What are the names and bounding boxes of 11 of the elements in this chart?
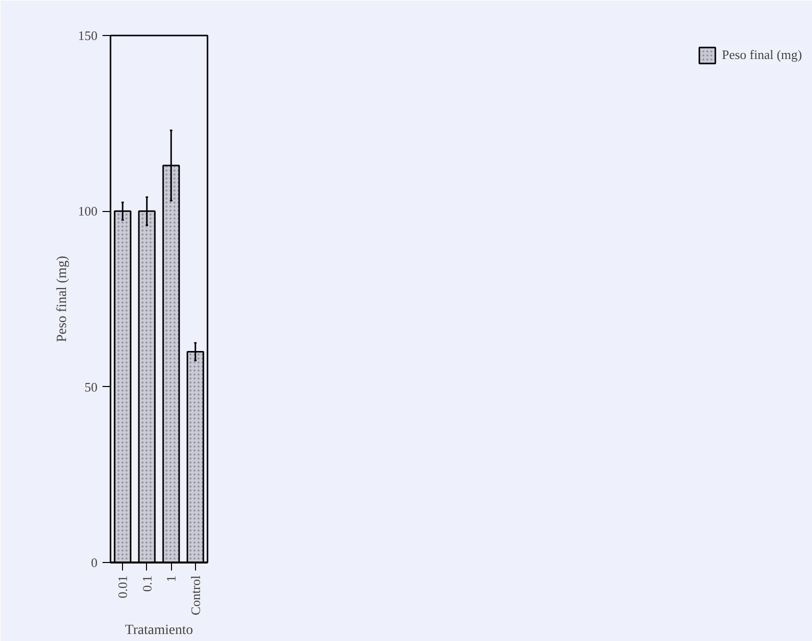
x-tick-label: Control (188, 575, 203, 616)
legend-label: Peso final (mg) (722, 47, 802, 63)
y-tick-label: 150 (78, 28, 98, 43)
y-axis-title: Peso final (mg) (55, 256, 70, 342)
y-tick-label: 50 (84, 379, 98, 394)
y-tick-label: 0 (91, 555, 98, 570)
x-axis-title: Tratamiento (125, 623, 193, 638)
x-tick-label: 0.01 (115, 576, 130, 598)
y-tick-label: 100 (78, 204, 98, 219)
x-tick-label: 0.1 (139, 576, 154, 592)
x-tick-label: 1 (164, 576, 179, 582)
